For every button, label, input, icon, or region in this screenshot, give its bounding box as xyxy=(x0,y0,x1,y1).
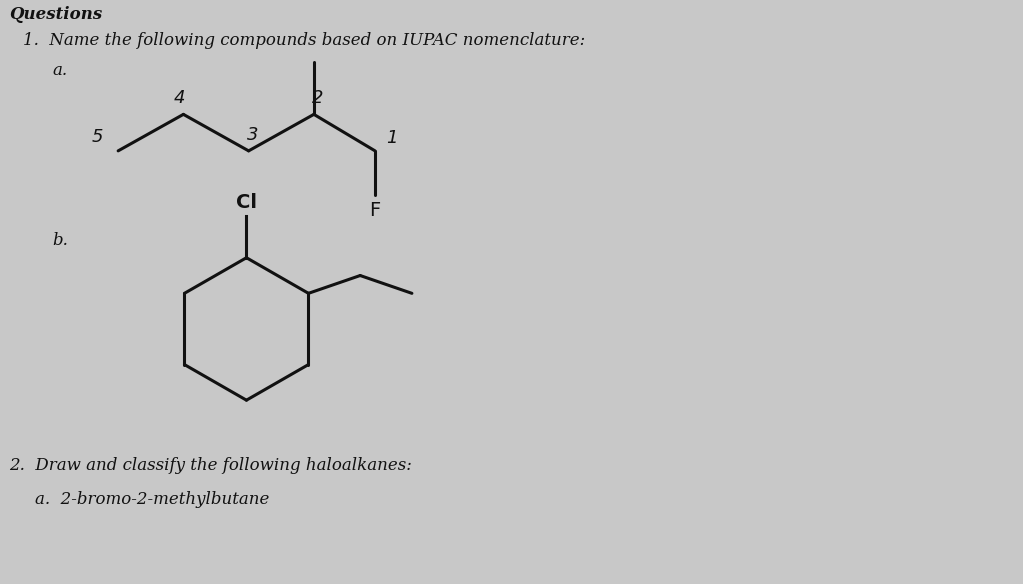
Text: 3: 3 xyxy=(247,126,259,144)
Text: b.: b. xyxy=(52,232,69,249)
Text: F: F xyxy=(369,201,381,220)
Text: 5: 5 xyxy=(92,128,103,146)
Text: 2: 2 xyxy=(312,89,323,107)
Text: Cl: Cl xyxy=(236,193,257,212)
Text: a.: a. xyxy=(52,62,68,79)
Text: 1: 1 xyxy=(387,129,398,147)
Text: 2.  Draw and classify the following haloalkanes:: 2. Draw and classify the following haloa… xyxy=(9,457,411,474)
Text: Questions: Questions xyxy=(9,6,102,23)
Text: a.  2-bromo-2-methylbutane: a. 2-bromo-2-methylbutane xyxy=(35,491,269,508)
Text: 4: 4 xyxy=(174,89,185,107)
Text: 1.  Name the following compounds based on IUPAC nomenclature:: 1. Name the following compounds based on… xyxy=(23,32,585,49)
